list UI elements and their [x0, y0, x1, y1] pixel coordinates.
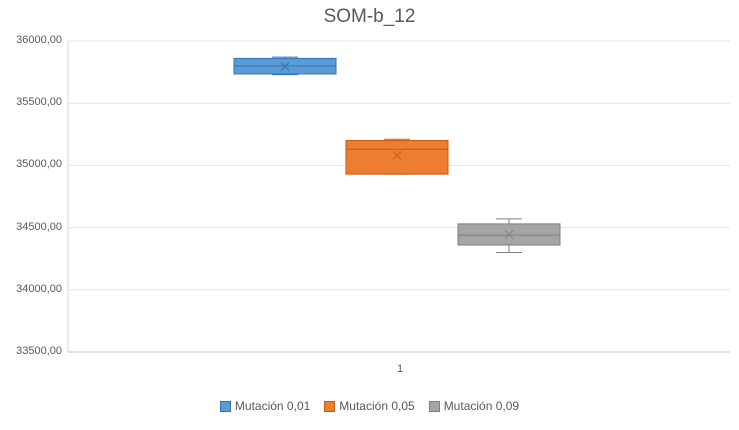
legend: Mutación 0,01 Mutación 0,05 Mutación 0,0…	[0, 399, 739, 413]
y-tick-label: 36000,00	[16, 34, 62, 46]
legend-swatch-2	[324, 400, 336, 412]
legend-item-2: Mutación 0,05	[324, 399, 415, 413]
legend-swatch-3	[428, 400, 440, 412]
legend-swatch-1	[219, 400, 231, 412]
y-tick-label: 35000,00	[16, 158, 62, 171]
legend-label-2: Mutación 0,05	[339, 399, 415, 413]
y-tick-label: 35500,00	[16, 96, 62, 109]
y-tick-label: 33500,00	[16, 345, 62, 357]
y-tick-label: 34000,00	[16, 282, 62, 295]
x-tick-label: 1	[396, 363, 404, 375]
mean-marker-3	[504, 230, 514, 239]
chart-title: SOM-b_12	[323, 6, 416, 27]
y-tick-label: 34500,00	[16, 220, 62, 233]
box-2	[345, 140, 449, 175]
legend-label-3: Mutación 0,09	[443, 399, 520, 413]
legend-item-1: Mutación 0,01	[219, 399, 311, 413]
mean-marker-1	[280, 62, 290, 71]
legend-item-3: Mutación 0,09	[428, 399, 520, 413]
legend-label-1: Mutación 0,01	[234, 399, 311, 413]
mean-marker-2	[392, 151, 402, 160]
